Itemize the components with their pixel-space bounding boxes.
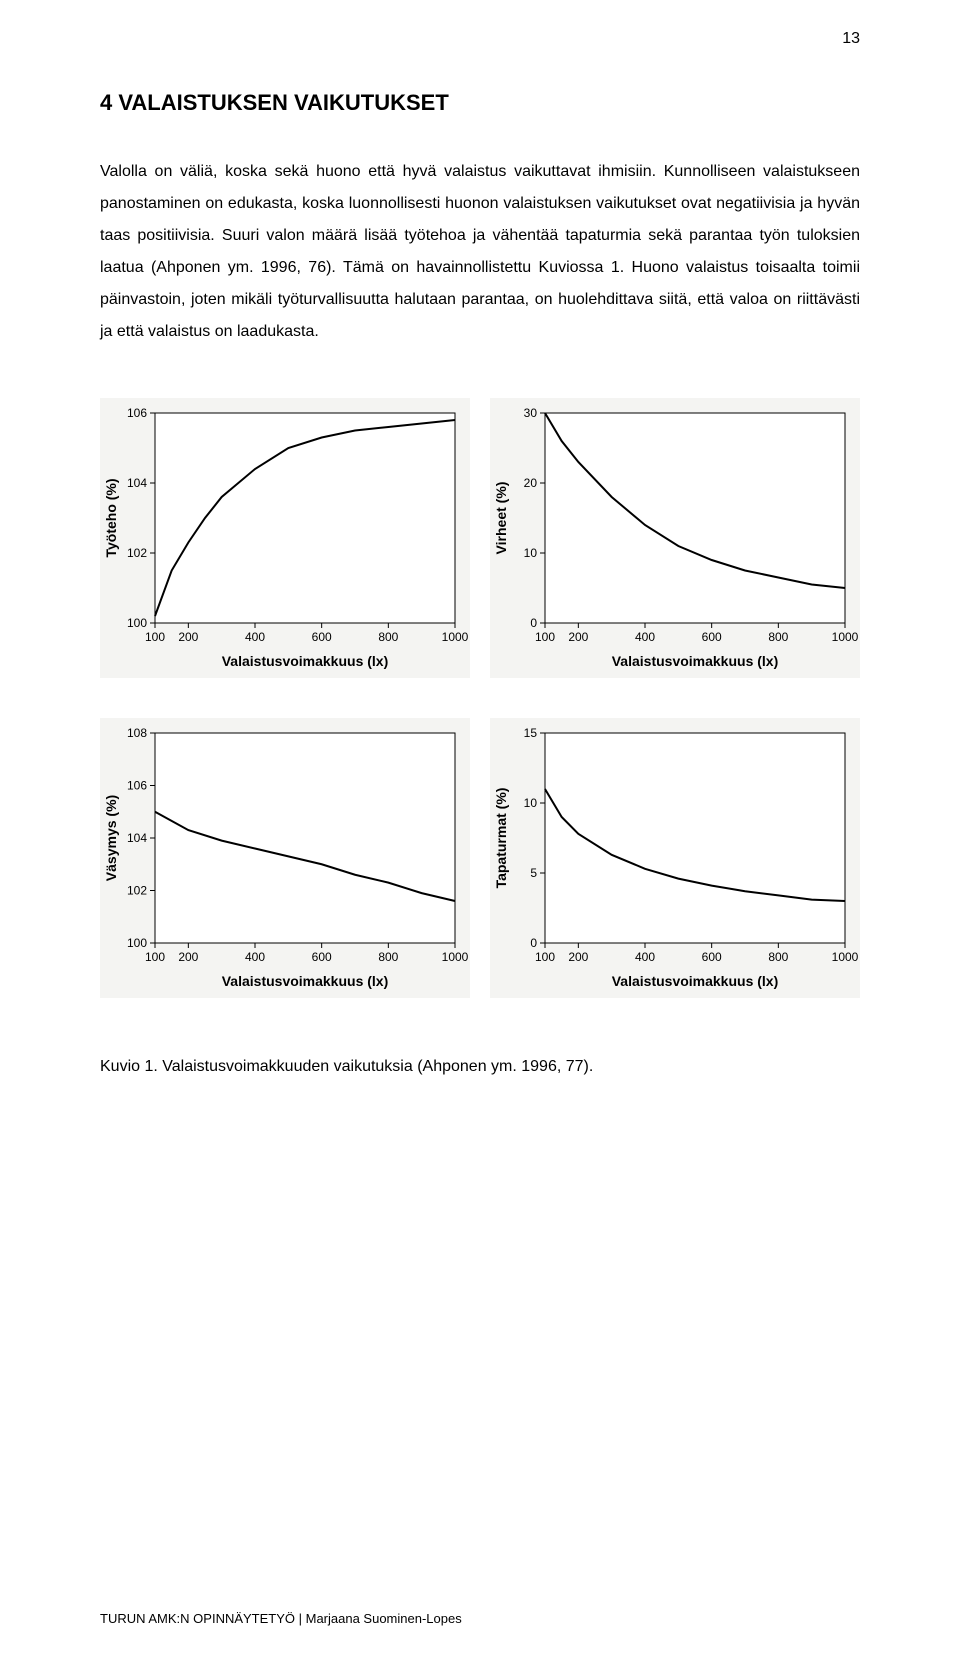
svg-text:400: 400: [635, 630, 655, 644]
svg-text:200: 200: [568, 630, 588, 644]
svg-text:108: 108: [127, 726, 147, 740]
svg-text:0: 0: [530, 616, 537, 630]
svg-text:100: 100: [535, 950, 555, 964]
svg-text:Työteho (%): Työteho (%): [103, 478, 119, 557]
body-paragraph: Valolla on väliä, koska sekä huono että …: [100, 156, 860, 348]
page-container: 13 4 VALAISTUKSEN VAIKUTUKSET Valolla on…: [0, 0, 960, 1666]
svg-text:1000: 1000: [832, 950, 859, 964]
svg-text:1000: 1000: [442, 630, 469, 644]
svg-text:100: 100: [535, 630, 555, 644]
figure-1-charts: 1002004006008001000100102104106Valaistus…: [100, 398, 860, 998]
svg-text:104: 104: [127, 476, 147, 490]
svg-text:5: 5: [530, 866, 537, 880]
svg-text:800: 800: [768, 950, 788, 964]
chart-tapaturmat: 100 200 400 600 800 1000 0 5 10 15 Valaistusvoimak…: [490, 718, 860, 998]
svg-text:800: 800: [378, 950, 398, 964]
svg-text:200: 200: [568, 950, 588, 964]
figure-caption: Kuvio 1. Valaistusvoimakkuuden vaikutuks…: [100, 1058, 860, 1076]
svg-text:Valaistusvoimakkuus (lx): Valaistusvoimakkuus (lx): [612, 653, 779, 669]
svg-text:0: 0: [530, 936, 537, 950]
svg-text:106: 106: [127, 779, 147, 793]
svg-text:Tapaturmat (%): Tapaturmat (%): [493, 788, 509, 889]
svg-text:400: 400: [245, 950, 265, 964]
svg-text:Virheet (%): Virheet (%): [493, 482, 509, 555]
svg-text:30: 30: [524, 406, 538, 420]
svg-text:200: 200: [178, 950, 198, 964]
svg-text:100: 100: [145, 630, 165, 644]
svg-text:400: 400: [635, 950, 655, 964]
svg-text:102: 102: [127, 546, 147, 560]
chart-tyoteho: 100 200 400 600 800 1000 100 102 104 106 Valaistus…: [100, 398, 470, 678]
svg-text:102: 102: [127, 884, 147, 898]
svg-text:400: 400: [245, 630, 265, 644]
chart-virheet: 100 200 400 600 800 1000 0 10 20 30 Valaistusvoima…: [490, 398, 860, 678]
svg-text:600: 600: [702, 950, 722, 964]
svg-text:100: 100: [127, 616, 147, 630]
svg-text:200: 200: [178, 630, 198, 644]
svg-text:15: 15: [524, 726, 538, 740]
svg-text:100: 100: [145, 950, 165, 964]
svg-text:800: 800: [768, 630, 788, 644]
svg-text:800: 800: [378, 630, 398, 644]
svg-text:10: 10: [524, 546, 538, 560]
svg-text:Valaistusvoimakkuus (lx): Valaistusvoimakkuus (lx): [222, 973, 389, 989]
svg-text:1000: 1000: [442, 950, 469, 964]
svg-text:20: 20: [524, 476, 538, 490]
svg-text:Valaistusvoimakkuus (lx): Valaistusvoimakkuus (lx): [222, 653, 389, 669]
svg-text:10: 10: [524, 796, 538, 810]
svg-text:1000: 1000: [832, 630, 859, 644]
svg-text:104: 104: [127, 831, 147, 845]
svg-text:Väsymys (%): Väsymys (%): [103, 795, 119, 881]
svg-text:100: 100: [127, 936, 147, 950]
svg-text:600: 600: [312, 630, 332, 644]
svg-text:600: 600: [702, 630, 722, 644]
svg-text:600: 600: [312, 950, 332, 964]
chart-row-2: 1002004006008001000100102104106108Valais…: [100, 718, 860, 998]
section-heading: 4 VALAISTUKSEN VAIKUTUKSET: [100, 90, 860, 116]
svg-text:Valaistusvoimakkuus (lx): Valaistusvoimakkuus (lx): [612, 973, 779, 989]
chart-vasymys: 100 200 400 600 800 1000 100 102 104 106 108 Valais…: [100, 718, 470, 998]
page-footer: TURUN AMK:N OPINNÄYTETYÖ | Marjaana Suom…: [100, 1611, 462, 1626]
svg-text:106: 106: [127, 406, 147, 420]
chart-row-1: 1002004006008001000100102104106Valaistus…: [100, 398, 860, 678]
page-number: 13: [842, 30, 860, 48]
